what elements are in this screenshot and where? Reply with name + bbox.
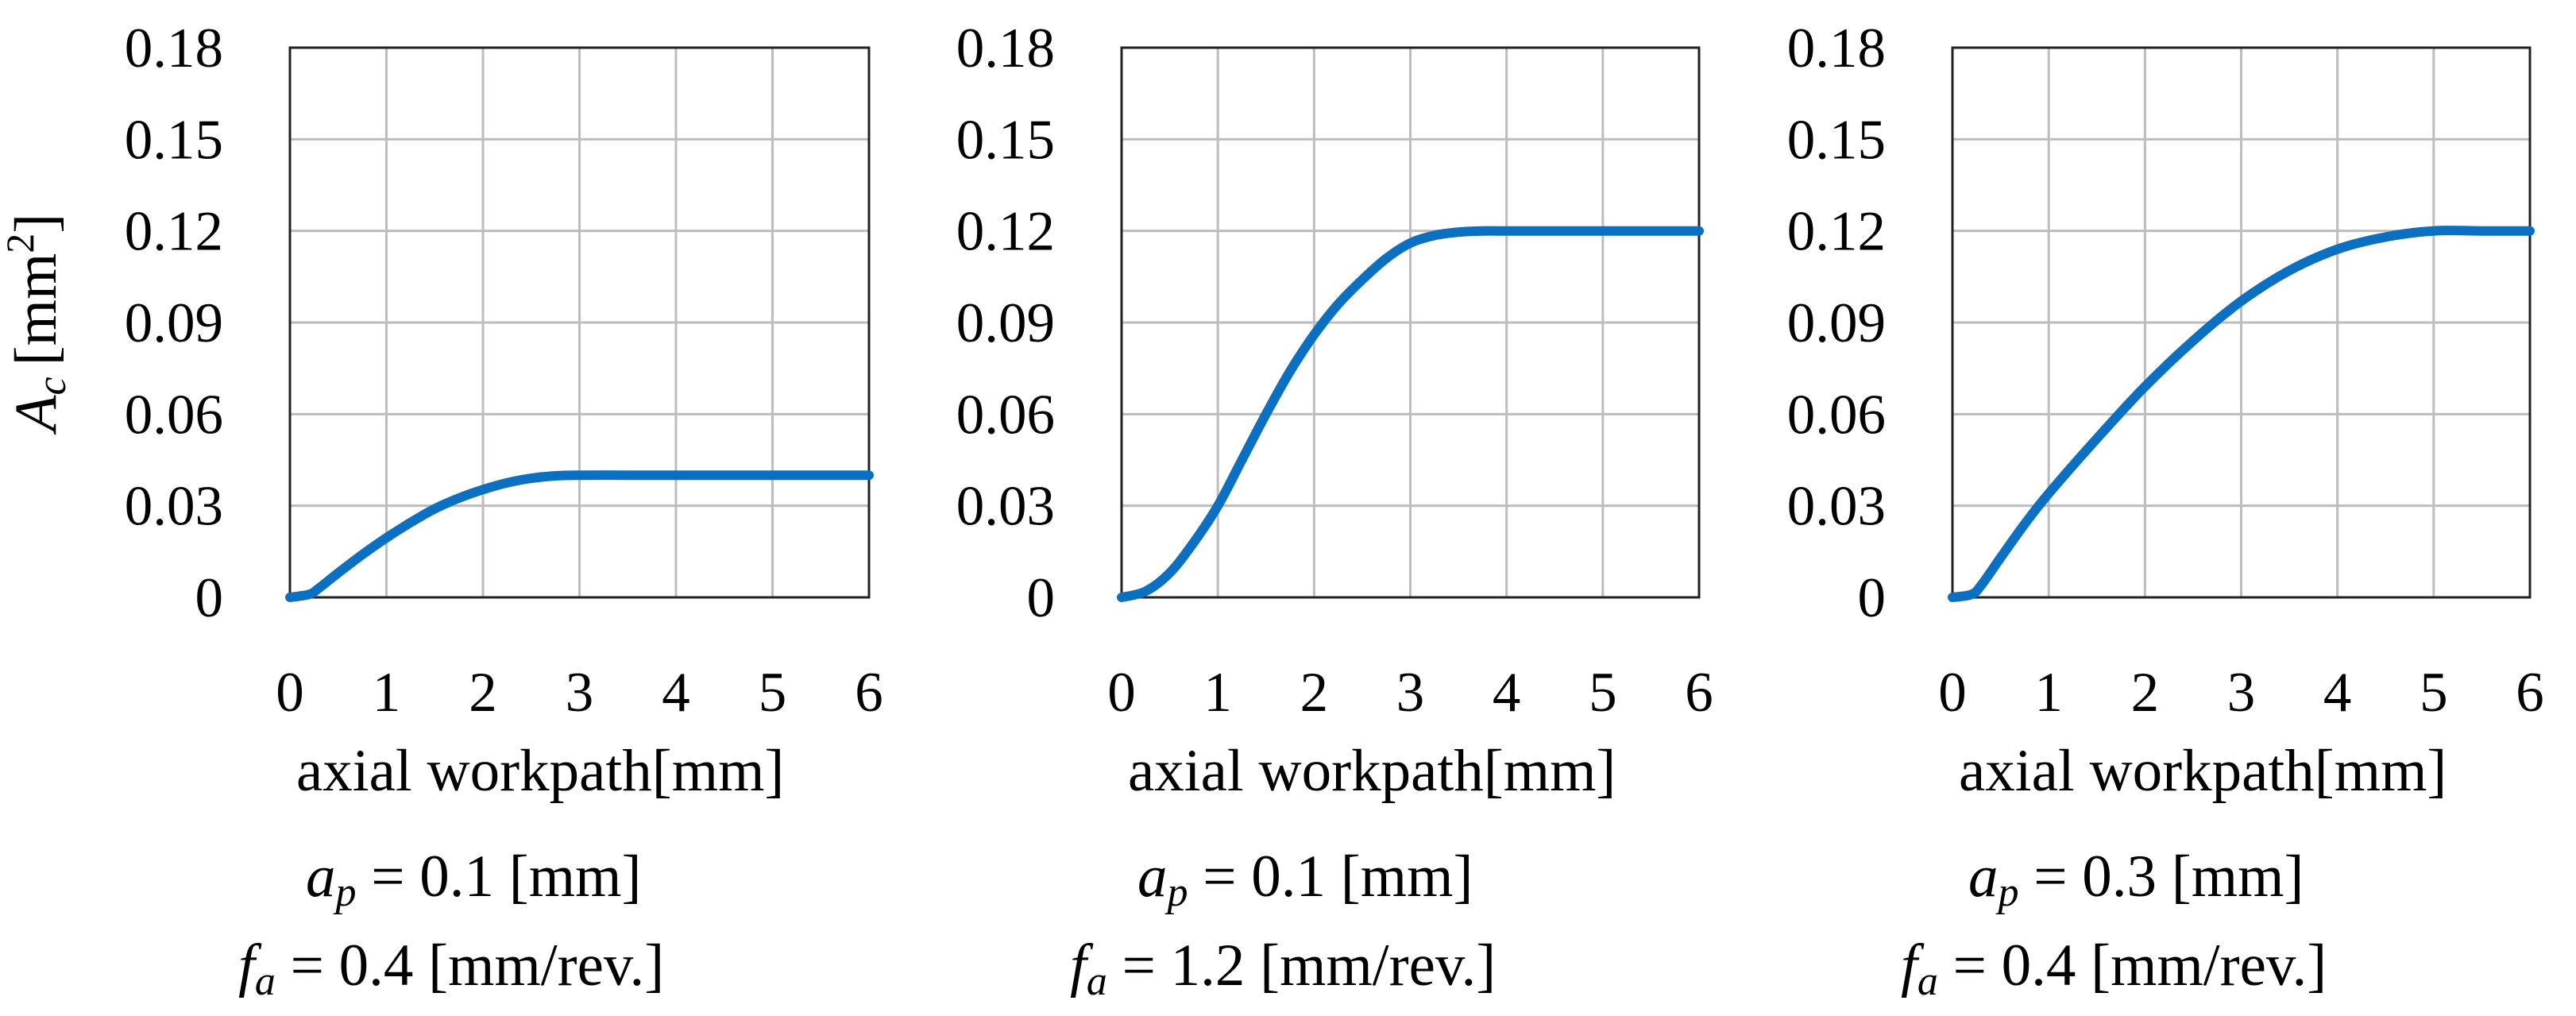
y-tick-label: 0.09 xyxy=(1787,292,1886,354)
x-tick-label: 0 xyxy=(1938,662,1967,724)
plot-area-frame xyxy=(1951,46,2532,599)
x-tick-label: 3 xyxy=(566,662,594,724)
y-tick-label: 0.18 xyxy=(956,17,1055,79)
caption-subscript: p xyxy=(1995,870,2019,915)
y-tick-label: 0.15 xyxy=(1787,109,1886,171)
x-tick-label: 6 xyxy=(2516,662,2544,724)
x-tick-label: 2 xyxy=(1300,662,1329,724)
x-tick-label: 6 xyxy=(855,662,883,724)
y-tick-label: 0 xyxy=(1858,567,1887,629)
y-tick-label: 0.09 xyxy=(956,292,1055,354)
y-axis-symbol: A xyxy=(3,394,69,435)
x-tick-label: 5 xyxy=(759,662,787,724)
x-tick-label: 4 xyxy=(2323,662,2352,724)
caption-text: = 0.3 [mm] xyxy=(2019,844,2304,910)
y-tick-label: 0.09 xyxy=(125,292,223,354)
y-tick-label: 0.06 xyxy=(1787,384,1886,446)
plot-area-frame xyxy=(288,46,871,599)
y-tick-label: 0.12 xyxy=(125,201,223,263)
caption-text: = 0.4 [mm/rev.] xyxy=(276,933,664,999)
caption-line-2: fa = 1.2 [mm/rev.] xyxy=(1070,933,1496,1004)
y-tick-label: 0.12 xyxy=(956,201,1055,263)
caption-text: = 0.1 [mm] xyxy=(357,844,642,910)
caption-line-1: ap = 0.3 [mm] xyxy=(1968,844,2304,915)
x-tick-label: 5 xyxy=(2420,662,2448,724)
y-axis-superscript: 2 xyxy=(0,234,42,253)
plot-area-frame xyxy=(1120,46,1701,599)
series-line-1 xyxy=(1948,226,2535,602)
caption-symbol: a xyxy=(1968,844,1999,910)
x-tick-label: 3 xyxy=(2227,662,2256,724)
caption-subscript: p xyxy=(1164,870,1188,915)
chart-panel-1: 0 0.03 0.06 0.09 0.12 0.15 0.18 0 1 2 3 4 5 6 axial wo… xyxy=(125,17,883,1004)
x-tick-label: 6 xyxy=(1685,662,1713,724)
series-line-1 xyxy=(1117,226,1704,602)
chart-panel-3: 0 0.03 0.06 0.09 0.12 0.15 0.18 0 1 2 3 4 5 6 axial wo… xyxy=(1787,17,2544,1004)
y-tick-label: 0.03 xyxy=(125,476,223,538)
caption-text: = 0.1 [mm] xyxy=(1188,844,1473,910)
caption-subscript: a xyxy=(1087,959,1107,1004)
y-tick-label: 0.18 xyxy=(125,17,223,79)
y-tick-label: 0.03 xyxy=(956,476,1055,538)
x-axis-label: axial workpath[mm] xyxy=(1959,738,2447,804)
y-axis-close: ] xyxy=(3,214,69,234)
x-tick-label: 1 xyxy=(1203,662,1232,724)
y-tick-label: 0 xyxy=(195,567,224,629)
x-tick-label: 2 xyxy=(469,662,497,724)
x-tick-label: 5 xyxy=(1589,662,1617,724)
y-axis-label: Ac [mm2] xyxy=(0,214,75,436)
caption-symbol: a xyxy=(1137,844,1168,910)
y-axis-unit: [mm xyxy=(3,253,69,366)
y-tick-label: 0.06 xyxy=(956,384,1055,446)
y-tick-label: 0.15 xyxy=(125,109,223,171)
x-axis-label: axial workpath[mm] xyxy=(296,738,784,804)
caption-subscript: p xyxy=(333,870,357,915)
caption-symbol: a xyxy=(306,844,336,910)
caption-line-1: ap = 0.1 [mm] xyxy=(1137,844,1473,915)
x-axis-label: axial workpath[mm] xyxy=(1128,738,1616,804)
caption-subscript: a xyxy=(1918,959,1938,1004)
caption-line-1: ap = 0.1 [mm] xyxy=(306,844,641,915)
y-tick-label: 0.03 xyxy=(1787,476,1886,538)
caption-line-2: fa = 0.4 [mm/rev.] xyxy=(238,933,664,1004)
x-tick-label: 4 xyxy=(1493,662,1521,724)
x-tick-label: 0 xyxy=(1107,662,1136,724)
caption-subscript: a xyxy=(255,959,276,1004)
y-tick-label: 0.06 xyxy=(125,384,223,446)
y-tick-label: 0.18 xyxy=(1787,17,1886,79)
chart-panel-2: 0 0.03 0.06 0.09 0.12 0.15 0.18 0 1 2 3 4 5 6 axial wo… xyxy=(956,17,1713,1004)
series-line-1 xyxy=(285,470,874,602)
x-tick-label: 1 xyxy=(2034,662,2063,724)
y-tick-label: 0.12 xyxy=(1787,201,1886,263)
y-tick-label: 0 xyxy=(1027,567,1056,629)
x-tick-label: 4 xyxy=(662,662,690,724)
y-tick-label: 0.15 xyxy=(956,109,1055,171)
y-axis-subscript: c xyxy=(29,377,75,395)
x-tick-label: 0 xyxy=(276,662,304,724)
caption-line-2: fa = 0.4 [mm/rev.] xyxy=(1901,933,2327,1004)
caption-text: = 1.2 [mm/rev.] xyxy=(1107,933,1496,999)
x-tick-label: 1 xyxy=(373,662,401,724)
x-tick-label: 3 xyxy=(1396,662,1425,724)
x-tick-label: 2 xyxy=(2131,662,2160,724)
caption-text: = 0.4 [mm/rev.] xyxy=(1938,933,2327,999)
